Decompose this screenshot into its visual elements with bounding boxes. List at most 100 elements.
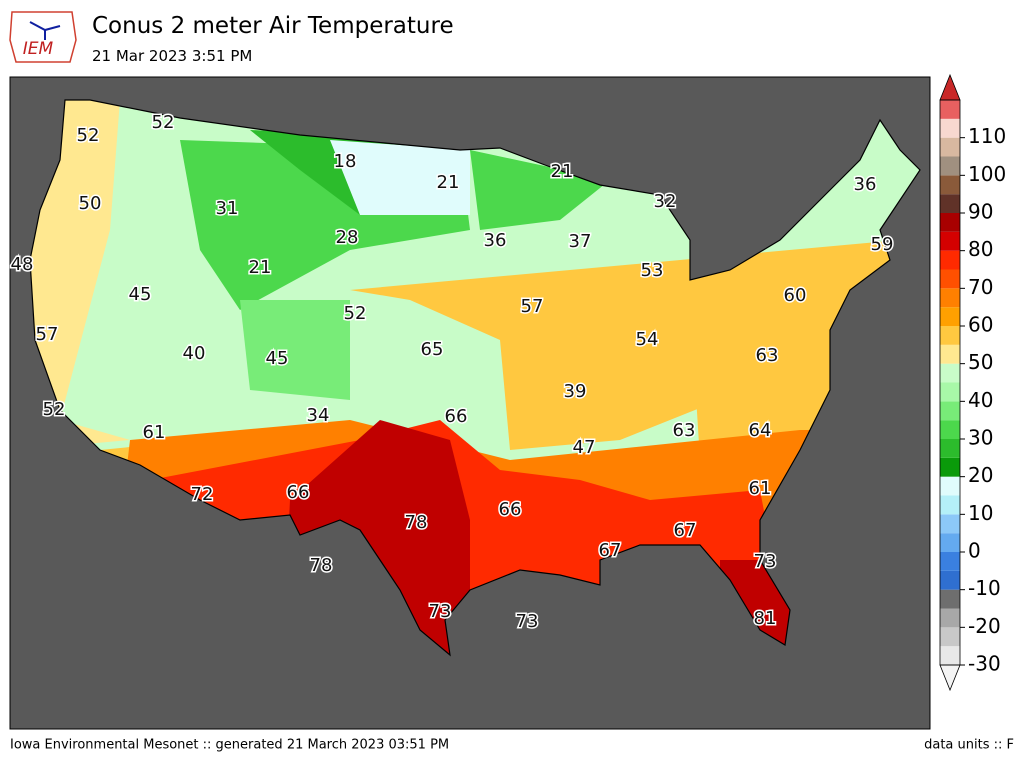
subtitle: 21 Mar 2023 3:51 PM	[92, 47, 252, 65]
temperature-label: 36	[484, 230, 507, 251]
colorbar-segment	[940, 439, 960, 458]
temperature-label: 47	[573, 437, 596, 458]
footer-left: Iowa Environmental Mesonet :: generated …	[10, 738, 449, 753]
colorbar-segment	[940, 420, 960, 439]
temperature-label: 45	[129, 284, 152, 305]
colorbar-tick-label: -20	[968, 614, 1001, 638]
colorbar-extend-low	[939, 664, 961, 692]
temperature-label: 57	[36, 324, 59, 345]
temperature-label: 60	[784, 285, 807, 306]
logo-text: IEM	[23, 39, 54, 59]
colorbar-tick-label: 60	[968, 313, 993, 337]
colorbar-segment	[940, 118, 960, 138]
colorbar-segment	[940, 269, 960, 289]
colorbar-segment	[940, 552, 960, 571]
temperature-label: 63	[756, 345, 779, 366]
temperature-label: 73	[429, 601, 452, 622]
temperature-label: 28	[336, 227, 359, 248]
temperature-label: 78	[310, 555, 333, 576]
temperature-label: 18	[334, 151, 357, 172]
colorbar-tick-label: 70	[968, 275, 993, 299]
temperature-label: 36	[854, 174, 877, 195]
colorbar-segment	[940, 156, 960, 176]
temperature-label: 59	[871, 234, 894, 255]
temperature-label: 61	[749, 478, 772, 499]
colorbar-segment	[940, 646, 960, 665]
temperature-label: 52	[152, 112, 175, 133]
temperature-label: 67	[599, 540, 622, 561]
temperature-label: 52	[344, 303, 367, 324]
colorbar-extend-high	[939, 73, 961, 101]
colorbar-segment	[940, 533, 960, 552]
colorbar-tick-label: 20	[968, 463, 993, 487]
map-labels: 52 52 18 21 21 32 36 50 31 28 36 37 59 48 21 53 45 60 52 57…	[9, 111, 895, 634]
colorbar-segment	[940, 495, 960, 515]
temperature-label: 52	[43, 399, 66, 420]
colorbar-tick-label: 100	[968, 162, 1006, 186]
colorbar-tick-label: 110	[968, 124, 1006, 148]
temperature-label: 72	[191, 484, 214, 505]
temperature-label: 48	[11, 254, 34, 275]
colorbar-segment	[940, 401, 960, 421]
colorbar-tick-label: 50	[968, 350, 993, 374]
colorbar-segment	[940, 137, 960, 157]
colorbar-segment	[940, 570, 960, 590]
colorbar-segment	[940, 382, 960, 402]
colorbar-segment	[940, 175, 960, 195]
colorbar-segment	[940, 100, 960, 119]
colorbar-tick-label: 30	[968, 426, 993, 450]
colorbar-segment	[940, 250, 960, 270]
temperature-label: 21	[551, 161, 574, 182]
temperature-label: 21	[249, 257, 272, 278]
colorbar-segment	[940, 231, 960, 251]
temperature-label: 54	[636, 329, 659, 350]
temperature-label: 81	[754, 608, 777, 629]
colorbar-tick-label: 80	[968, 237, 993, 261]
footer-right: data units :: F	[924, 738, 1014, 753]
temperature-label: 53	[641, 260, 664, 281]
temperature-label: 66	[445, 406, 468, 427]
temperature-label: 39	[564, 381, 587, 402]
colorbar-tick-label: 0	[968, 539, 981, 563]
temperature-label: 50	[79, 193, 102, 214]
colorbar-segment	[940, 457, 960, 477]
colorbar-tick-label: -30	[968, 652, 1001, 676]
colorbar: -30 -20 -10 0 10 20 30 40 50 60 70 80 90 100 110	[939, 73, 1006, 692]
us-outline	[29, 99, 921, 657]
colorbar-tick-label: 40	[968, 388, 993, 412]
colorbar-segment	[940, 213, 960, 232]
colorbar-segment	[940, 627, 960, 647]
colorbar-segment	[940, 288, 960, 308]
colorbar-frame	[939, 99, 961, 666]
temperature-label: 63	[673, 420, 696, 441]
temperature-label: 52	[77, 125, 100, 146]
temperature-label: 73	[754, 551, 777, 572]
temperature-label: 73	[516, 611, 539, 632]
temperature-label: 61	[143, 422, 166, 443]
temperature-label: 64	[749, 420, 772, 441]
colorbar-segment	[940, 476, 960, 496]
temperature-label: 57	[521, 296, 544, 317]
temperature-label: 66	[287, 482, 310, 503]
temperature-label: 21	[437, 172, 460, 193]
title: Conus 2 meter Air Temperature	[92, 13, 454, 39]
temperature-label: 40	[183, 343, 206, 364]
colorbar-tick-label: 10	[968, 501, 993, 525]
colorbar-segment	[940, 608, 960, 628]
colorbar-segment	[940, 194, 960, 213]
temperature-label: 37	[569, 231, 592, 252]
colorbar-segment	[940, 514, 960, 534]
colorbar-segment	[940, 344, 960, 364]
temperature-label: 67	[674, 520, 697, 541]
colorbar-segment	[940, 307, 960, 326]
temperature-label: 45	[266, 348, 289, 369]
colorbar-segment	[940, 326, 960, 345]
temperature-label: 31	[216, 198, 239, 219]
temperature-label: 66	[499, 499, 522, 520]
temperature-label: 32	[654, 191, 677, 212]
colorbar-tick-label: 90	[968, 200, 993, 224]
colorbar-tick-label: -10	[968, 576, 1001, 600]
colorbar-segment	[940, 589, 960, 609]
colorbar-segment	[940, 363, 960, 383]
